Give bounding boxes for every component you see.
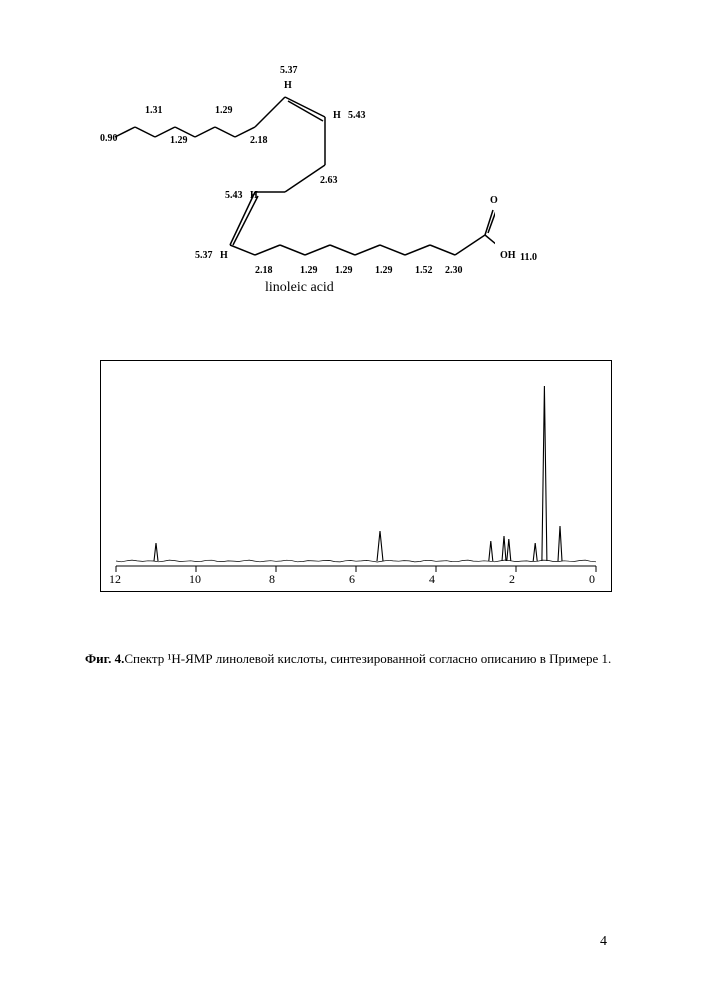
mol-label: 5.37 <box>280 65 298 76</box>
mol-label: 5.43 <box>348 110 366 121</box>
mol-label: 2.18 <box>250 135 268 146</box>
mol-label: O <box>490 195 498 206</box>
mol-label: H <box>284 80 292 91</box>
mol-label: 1.31 <box>145 105 163 116</box>
mol-label: 1.29 <box>375 265 393 276</box>
x-axis-tick: 4 <box>429 572 435 587</box>
spectrum-svg <box>101 361 611 591</box>
compound-name: linoleic acid <box>265 280 334 296</box>
mol-label: 2.18 <box>255 265 273 276</box>
mol-label: 1.29 <box>300 265 318 276</box>
caption-prefix: Фиг. 4. <box>85 651 124 666</box>
mol-label: 11.0 <box>520 252 537 263</box>
mol-label: 5.43 <box>225 190 243 201</box>
mol-label: 1.29 <box>335 265 353 276</box>
x-axis-tick: 8 <box>269 572 275 587</box>
x-axis-tick: 10 <box>189 572 201 587</box>
page-root: 0.901.311.291.292.185.37HH5.432.635.43H5… <box>0 0 707 1000</box>
mol-label: 2.63 <box>320 175 338 186</box>
mol-label: 1.29 <box>215 105 233 116</box>
mol-label: H <box>220 250 228 261</box>
mol-label: OH <box>500 250 516 261</box>
x-axis-tick: 2 <box>509 572 515 587</box>
nmr-spectrum <box>100 360 612 592</box>
mol-label: H <box>250 190 258 201</box>
figure-caption: Фиг. 4.Спектр ¹Н-ЯМР линолевой кислоты, … <box>85 650 615 668</box>
mol-label: 1.52 <box>415 265 433 276</box>
caption-text: Спектр ¹Н-ЯМР линолевой кислоты, синтези… <box>124 651 611 666</box>
x-axis-tick: 0 <box>589 572 595 587</box>
page-number: 4 <box>600 934 607 950</box>
mol-label: 0.90 <box>100 133 118 144</box>
mol-label: 1.29 <box>170 135 188 146</box>
mol-label: 2.30 <box>445 265 463 276</box>
molecule-structure: 0.901.311.291.292.185.37HH5.432.635.43H5… <box>75 55 495 335</box>
mol-label: H <box>333 110 341 121</box>
x-axis-tick: 6 <box>349 572 355 587</box>
mol-label: 5.37 <box>195 250 213 261</box>
x-axis-tick: 12 <box>109 572 121 587</box>
